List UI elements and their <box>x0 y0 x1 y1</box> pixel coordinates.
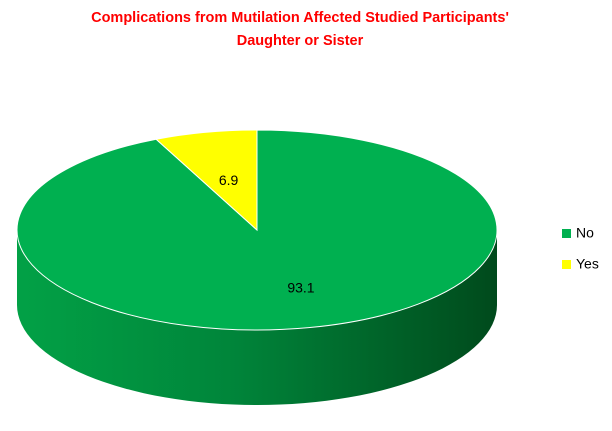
slice <box>155 129 258 232</box>
data-label: 93.1 <box>287 279 314 295</box>
legend-label: Yes <box>576 256 599 272</box>
legend-label: No <box>576 225 594 241</box>
legend-swatch <box>562 260 571 269</box>
data-label: 6.9 <box>219 172 239 188</box>
slice-side <box>17 230 497 405</box>
chart-title: Complications from Mutilation Affected S… <box>91 10 509 26</box>
slice <box>16 129 498 331</box>
chart-title: Daughter or Sister <box>237 33 364 49</box>
legend-swatch <box>562 229 571 238</box>
